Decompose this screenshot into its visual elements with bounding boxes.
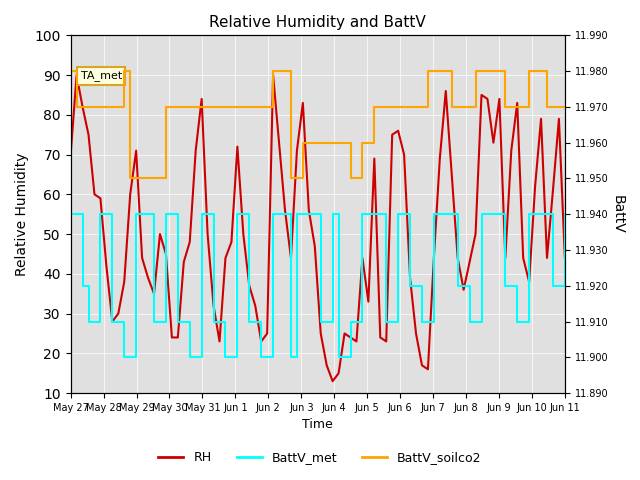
Text: TA_met: TA_met xyxy=(81,70,122,81)
Y-axis label: BattV: BattV xyxy=(611,195,625,234)
Y-axis label: Relative Humidity: Relative Humidity xyxy=(15,153,29,276)
Legend: RH, BattV_met, BattV_soilco2: RH, BattV_met, BattV_soilco2 xyxy=(154,446,486,469)
X-axis label: Time: Time xyxy=(302,419,333,432)
Title: Relative Humidity and BattV: Relative Humidity and BattV xyxy=(209,15,426,30)
